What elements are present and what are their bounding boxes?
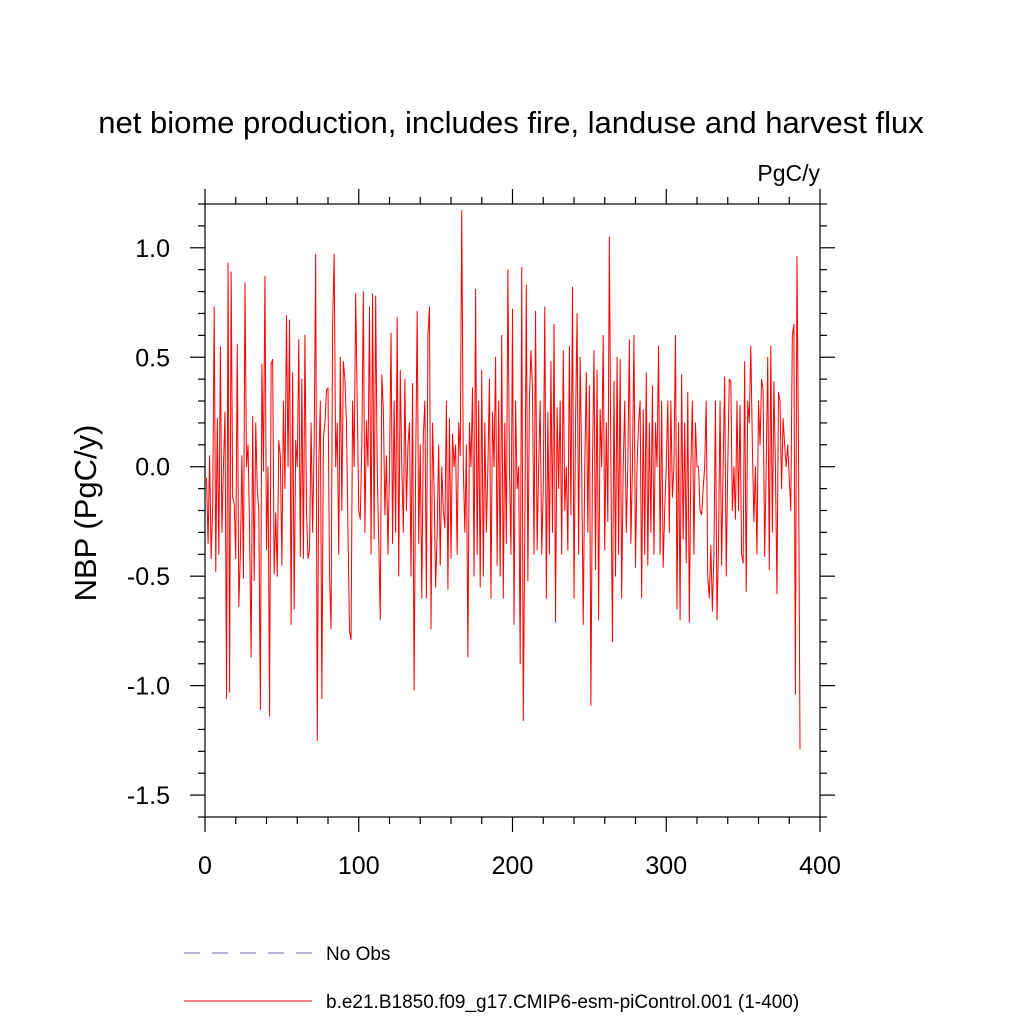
y-tick-label: -1.0 <box>127 673 170 701</box>
y-tick-label: -0.5 <box>127 563 170 591</box>
x-tick-label: 200 <box>492 852 534 880</box>
legend-label-no-obs: No Obs <box>326 944 390 965</box>
y-tick-label: 0.0 <box>135 454 170 482</box>
legend-label-model-run: b.e21.B1850.f09_g17.CMIP6-esm-piControl.… <box>326 992 799 1013</box>
legend: No Obs b.e21.B1850.f09_g17.CMIP6-esm-piC… <box>184 944 799 1013</box>
x-tick-label: 300 <box>645 852 687 880</box>
series-layer <box>206 210 801 750</box>
y-tick-label: -1.5 <box>127 782 170 810</box>
units-label: PgC/y <box>757 160 820 186</box>
chart-title: net biome production, includes fire, lan… <box>98 105 924 140</box>
x-tick-label: 0 <box>198 852 212 880</box>
x-tick-label: 400 <box>799 852 841 880</box>
axis-tick-labels: 0 100 200 300 400 -1.5 -1.0 -0.5 0.0 0.5 1.0 <box>127 235 841 880</box>
series-line <box>206 210 801 750</box>
x-tick-label: 100 <box>338 852 380 880</box>
axis-ticks <box>190 189 835 832</box>
y-tick-label: 1.0 <box>135 235 170 263</box>
y-axis-label: NBP (PgC/y) <box>68 425 103 602</box>
y-tick-label: 0.5 <box>135 344 170 372</box>
plot-frame <box>204 203 821 818</box>
